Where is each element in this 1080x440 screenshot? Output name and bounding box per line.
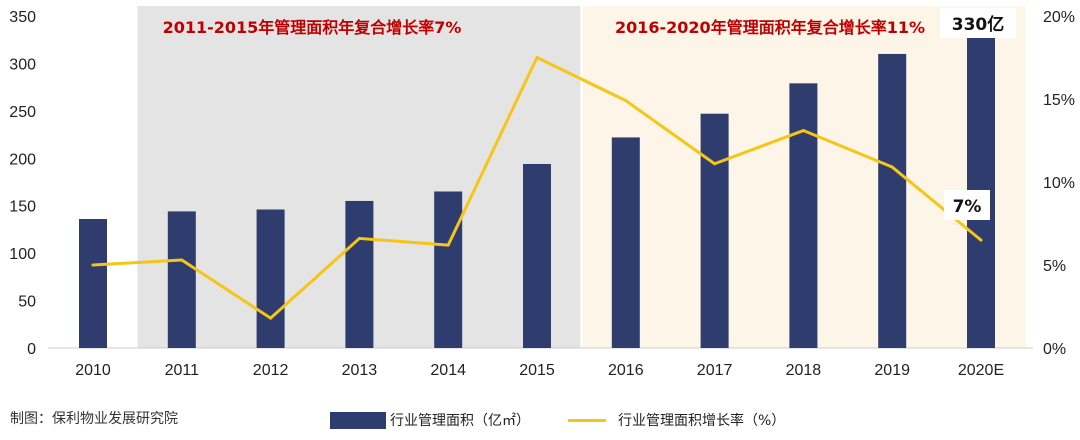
line-point-2020E xyxy=(979,238,983,242)
x-tick-2018: 2018 xyxy=(786,362,822,379)
callouts: 330亿 7% xyxy=(940,8,1016,220)
bar-2011 xyxy=(167,211,196,348)
line-point-2011 xyxy=(180,258,184,262)
left-tick-300: 300 xyxy=(9,56,36,73)
callout-growth-rate: 7% xyxy=(953,197,982,217)
x-tick-2015: 2015 xyxy=(519,362,555,379)
right-tick-0pct: 0% xyxy=(1043,341,1066,358)
x-tick-2012: 2012 xyxy=(253,362,289,379)
callout-box-total xyxy=(940,8,1016,38)
bar-2010 xyxy=(79,218,107,348)
bar-2013 xyxy=(345,200,374,348)
legend-line-label: 行业管理面积增长率（%） xyxy=(618,413,786,429)
line-point-2019 xyxy=(890,165,894,169)
legend-bar-swatch xyxy=(330,411,386,429)
line-point-2012 xyxy=(269,316,273,320)
left-tick-200: 200 xyxy=(9,151,36,168)
line-point-2018 xyxy=(801,129,805,133)
period-labels: 2011-2015年管理面积年复合增长率7% 2016-2020年管理面积年复合… xyxy=(163,18,925,37)
x-tick-2010: 2010 xyxy=(75,362,111,379)
right-tick-20pct: 20% xyxy=(1043,9,1075,26)
x-tick-2017: 2017 xyxy=(697,362,733,379)
period-label-2016-2020: 2016-2020年管理面积年复合增长率11% xyxy=(615,18,925,37)
right-tick-10pct: 10% xyxy=(1043,175,1075,192)
bar-2018 xyxy=(789,83,818,348)
legend-item-line: 行业管理面积增长率（%） xyxy=(568,410,785,430)
x-axis: 2010 2011 2012 2013 2014 2015 2016 2017 2018 2019… xyxy=(75,362,1004,379)
x-tick-2020E: 2020E xyxy=(958,362,1004,379)
line-point-2014 xyxy=(446,243,450,247)
left-tick-250: 250 xyxy=(9,104,36,121)
line-point-2017 xyxy=(713,162,717,166)
x-tick-2014: 2014 xyxy=(430,362,466,379)
x-tick-2019: 2019 xyxy=(874,362,910,379)
source-note: 制图：保利物业发展研究院 xyxy=(10,411,178,427)
x-tick-2013: 2013 xyxy=(342,362,378,379)
bar-2014 xyxy=(434,191,463,348)
line-point-2010 xyxy=(91,263,95,267)
right-tick-5pct: 5% xyxy=(1043,258,1066,275)
bar-2017 xyxy=(700,113,729,349)
bar-2016 xyxy=(611,137,640,348)
left-tick-0: 0 xyxy=(27,341,36,358)
legend-bar-label: 行业管理面积（亿㎡） xyxy=(390,413,530,429)
bar-series xyxy=(79,34,995,349)
line-point-2015 xyxy=(535,56,539,59)
line-series xyxy=(91,56,983,320)
legend-item-bars: 行业管理面积（亿㎡） xyxy=(330,410,530,430)
period-label-2011-2015: 2011-2015年管理面积年复合增长率7% xyxy=(163,18,462,37)
legend-line-swatch xyxy=(568,418,606,422)
left-axis: 0 50 100 150 200 250 300 350 xyxy=(9,9,36,358)
bar-2019 xyxy=(878,53,907,348)
line-point-2013 xyxy=(357,236,361,240)
left-tick-100: 100 xyxy=(9,246,36,263)
right-axis: 0% 5% 10% 15% 20% xyxy=(1043,9,1075,358)
callout-total-area: 330亿 xyxy=(952,14,1005,35)
callout-box-rate xyxy=(944,190,990,220)
x-tick-2016: 2016 xyxy=(608,362,644,379)
bar-2012 xyxy=(256,209,285,348)
line-point-2016 xyxy=(624,99,628,103)
bar-2015 xyxy=(523,163,551,348)
left-tick-50: 50 xyxy=(18,294,36,311)
left-tick-350: 350 xyxy=(9,9,36,26)
x-tick-2011: 2011 xyxy=(165,362,200,379)
left-tick-150: 150 xyxy=(9,199,36,216)
right-tick-15pct: 15% xyxy=(1043,92,1075,109)
